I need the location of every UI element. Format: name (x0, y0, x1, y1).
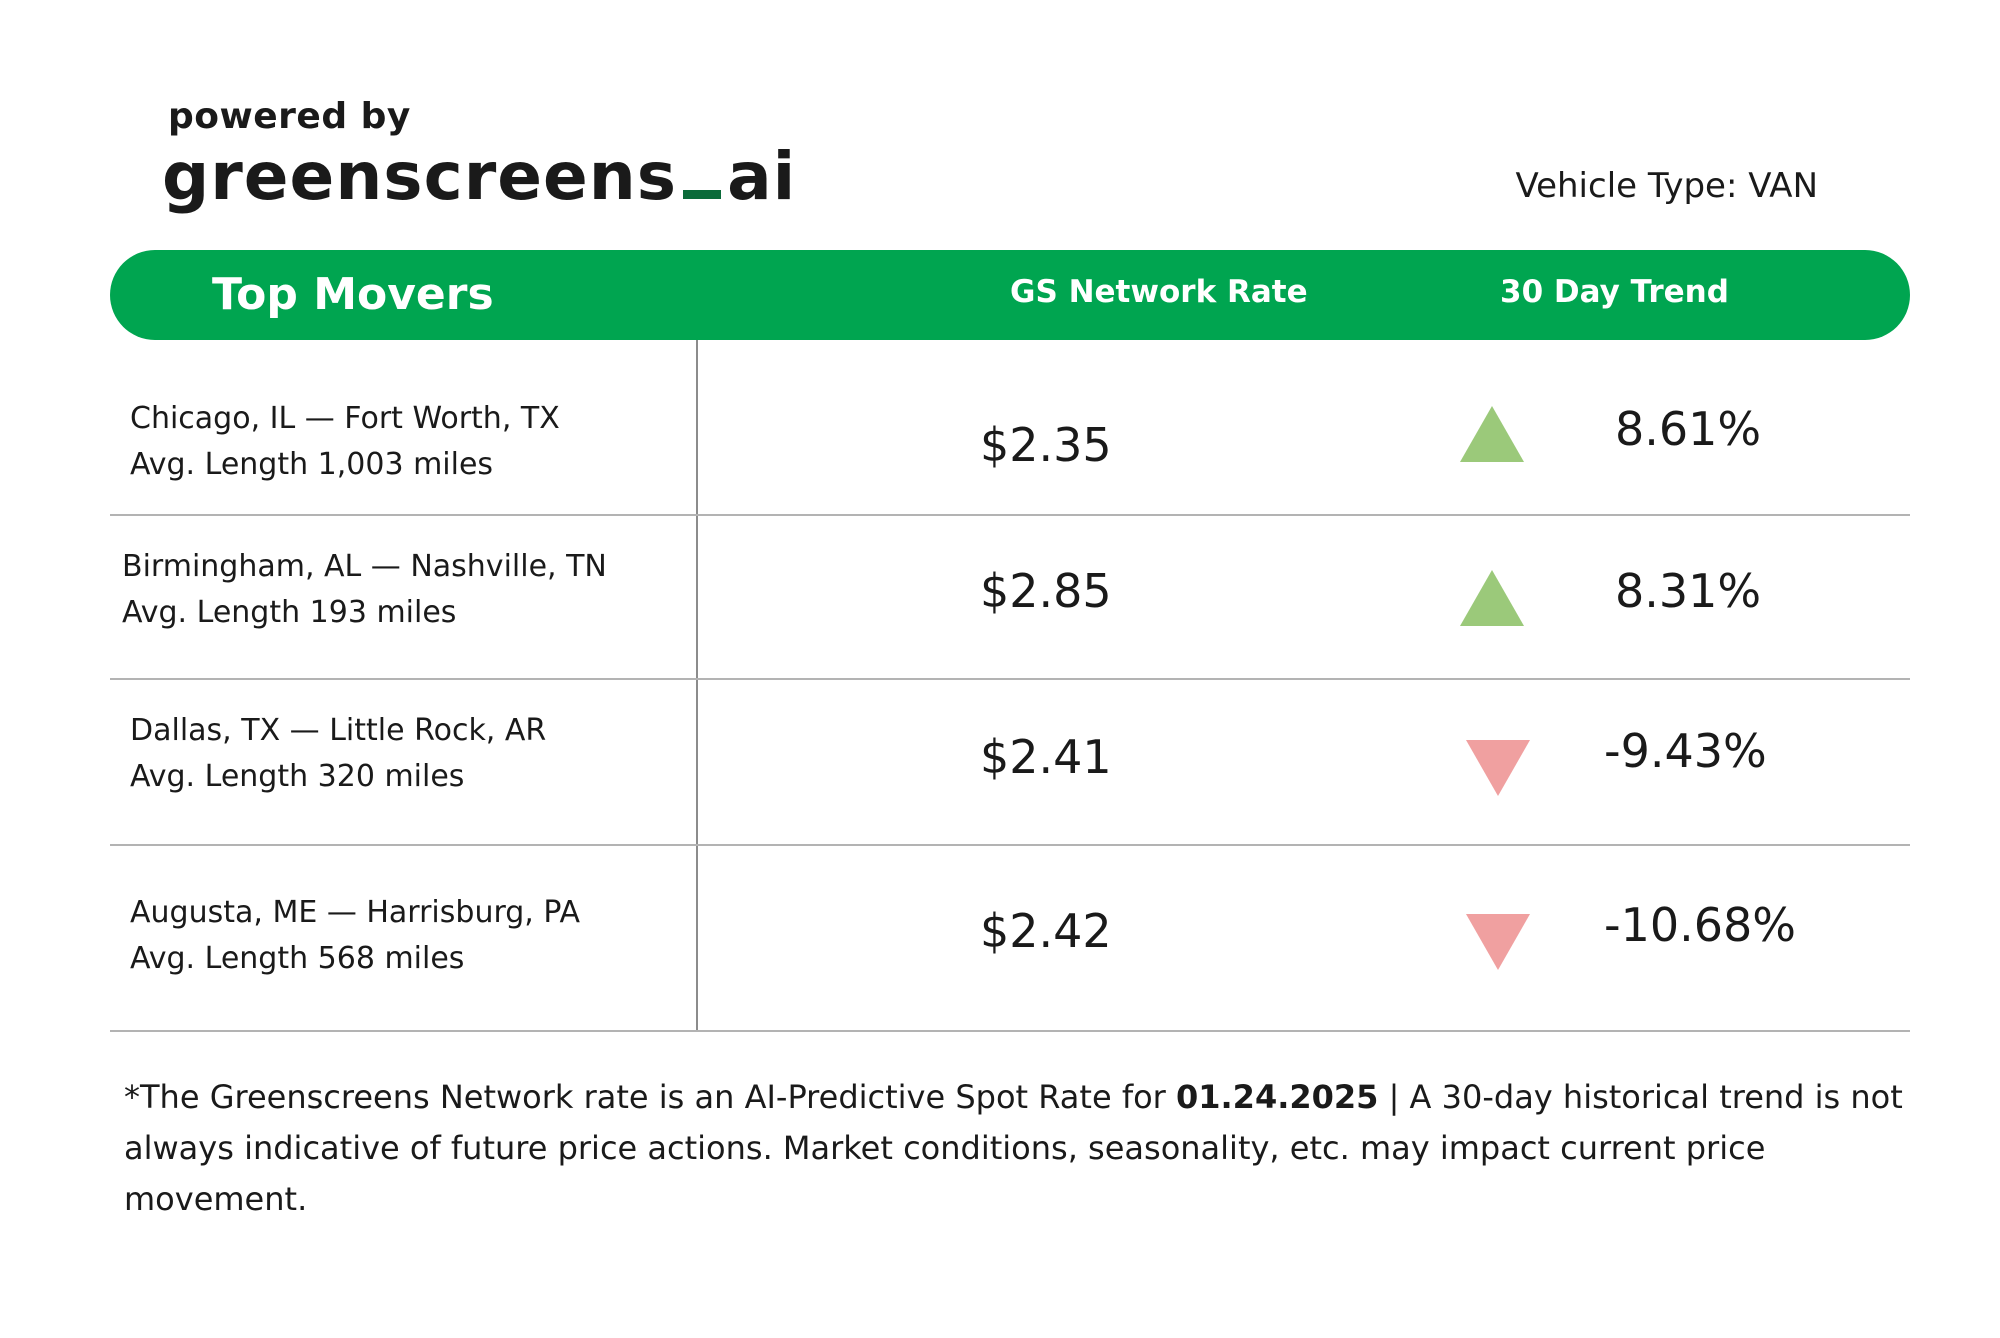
trend-down-icon (1466, 914, 1530, 970)
footnote-text-end: | A 30-day historical trend is not alway… (124, 1078, 1903, 1218)
trend-percent: 8.31% (1615, 564, 1762, 618)
table-row: Birmingham, AL — Nashville, TN Avg. Leng… (110, 516, 1910, 680)
table-row: Dallas, TX — Little Rock, AR Avg. Length… (110, 680, 1910, 846)
rate-value: $2.35 (980, 418, 1112, 472)
footnote-date: 01.24.2025 (1175, 1078, 1379, 1116)
header-30-day-trend: 30 Day Trend (1500, 274, 1729, 310)
lane-name: Dallas, TX — Little Rock, AR (130, 713, 547, 748)
powered-by-label: powered by (168, 96, 411, 137)
lane-length: Avg. Length 193 miles (122, 595, 457, 630)
lane-cell: Augusta, ME — Harrisburg, PA Avg. Length… (130, 890, 580, 982)
table-header-bar: Top Movers GS Network Rate 30 Day Trend (110, 250, 1910, 340)
header-top-movers: Top Movers (212, 269, 494, 320)
lane-name: Birmingham, AL — Nashville, TN (122, 549, 607, 584)
trend-percent: -9.43% (1604, 724, 1767, 778)
lane-cell: Dallas, TX — Little Rock, AR Avg. Length… (130, 708, 546, 800)
lane-cell: Birmingham, AL — Nashville, TN Avg. Leng… (122, 544, 607, 636)
footnote: *The Greenscreens Network rate is an AI-… (124, 1072, 1914, 1225)
brand-name-right: ai (727, 138, 797, 215)
lane-name: Chicago, IL — Fort Worth, TX (130, 401, 560, 436)
vehicle-type-label: Vehicle Type: VAN (1515, 166, 1818, 206)
lane-length: Avg. Length 320 miles (130, 759, 465, 794)
trend-percent: -10.68% (1604, 898, 1796, 952)
trend-up-icon (1460, 570, 1524, 626)
rate-value: $2.85 (980, 564, 1112, 618)
movers-table: Chicago, IL — Fort Worth, TX Avg. Length… (110, 340, 1910, 1032)
header-gs-network-rate: GS Network Rate (1010, 274, 1308, 310)
lane-length: Avg. Length 568 miles (130, 941, 465, 976)
lane-name: Augusta, ME — Harrisburg, PA (130, 895, 581, 930)
brand-name-left: greenscreens (162, 138, 678, 215)
table-row: Chicago, IL — Fort Worth, TX Avg. Length… (110, 340, 1910, 516)
lane-cell: Chicago, IL — Fort Worth, TX Avg. Length… (130, 396, 560, 488)
table-row: Augusta, ME — Harrisburg, PA Avg. Length… (110, 846, 1910, 1032)
brand-underscore-mark (683, 190, 722, 199)
rate-value: $2.42 (980, 904, 1112, 958)
footnote-text-start: *The Greenscreens Network rate is an AI-… (124, 1078, 1176, 1116)
lane-length: Avg. Length 1,003 miles (130, 447, 494, 482)
rate-value: $2.41 (980, 730, 1112, 784)
trend-percent: 8.61% (1615, 402, 1762, 456)
brand-logo: greenscreens ai (162, 138, 796, 215)
trend-up-icon (1460, 406, 1524, 462)
trend-down-icon (1466, 740, 1530, 796)
column-divider (696, 340, 698, 1032)
